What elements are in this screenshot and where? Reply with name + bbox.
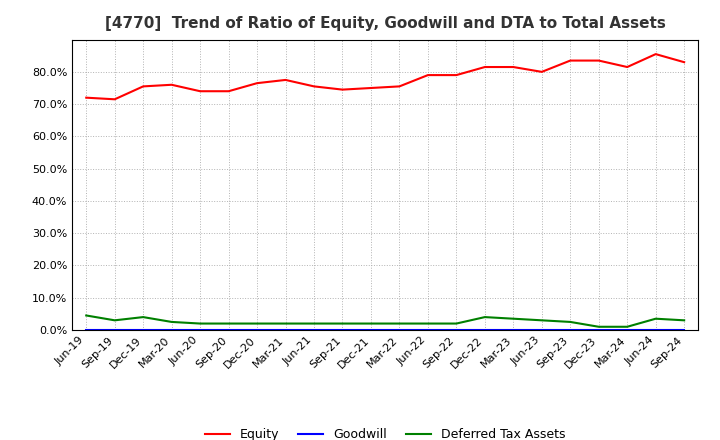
Equity <box>566 58 575 63</box>
Equity <box>652 51 660 57</box>
Deferred Tax Assets <box>196 321 204 326</box>
Equity <box>395 84 404 89</box>
Equity <box>82 95 91 100</box>
Goodwill <box>509 327 518 333</box>
Goodwill <box>196 327 204 333</box>
Deferred Tax Assets <box>253 321 261 326</box>
Deferred Tax Assets <box>509 316 518 321</box>
Goodwill <box>423 327 432 333</box>
Equity <box>110 97 119 102</box>
Equity <box>509 64 518 70</box>
Goodwill <box>253 327 261 333</box>
Goodwill <box>652 327 660 333</box>
Deferred Tax Assets <box>652 316 660 321</box>
Legend: Equity, Goodwill, Deferred Tax Assets: Equity, Goodwill, Deferred Tax Assets <box>200 423 570 440</box>
Goodwill <box>623 327 631 333</box>
Deferred Tax Assets <box>395 321 404 326</box>
Equity <box>480 64 489 70</box>
Deferred Tax Assets <box>480 315 489 320</box>
Deferred Tax Assets <box>537 318 546 323</box>
Deferred Tax Assets <box>452 321 461 326</box>
Equity <box>452 73 461 78</box>
Equity <box>680 59 688 65</box>
Line: Deferred Tax Assets: Deferred Tax Assets <box>86 315 684 327</box>
Equity <box>196 88 204 94</box>
Deferred Tax Assets <box>338 321 347 326</box>
Deferred Tax Assets <box>366 321 375 326</box>
Deferred Tax Assets <box>139 315 148 320</box>
Goodwill <box>366 327 375 333</box>
Equity <box>282 77 290 83</box>
Deferred Tax Assets <box>82 313 91 318</box>
Deferred Tax Assets <box>623 324 631 330</box>
Deferred Tax Assets <box>595 324 603 330</box>
Goodwill <box>82 327 91 333</box>
Equity <box>423 73 432 78</box>
Goodwill <box>452 327 461 333</box>
Deferred Tax Assets <box>110 318 119 323</box>
Equity <box>139 84 148 89</box>
Line: Equity: Equity <box>86 54 684 99</box>
Deferred Tax Assets <box>282 321 290 326</box>
Equity <box>595 58 603 63</box>
Equity <box>225 88 233 94</box>
Equity <box>310 84 318 89</box>
Goodwill <box>595 327 603 333</box>
Title: [4770]  Trend of Ratio of Equity, Goodwill and DTA to Total Assets: [4770] Trend of Ratio of Equity, Goodwil… <box>105 16 665 32</box>
Goodwill <box>139 327 148 333</box>
Goodwill <box>338 327 347 333</box>
Goodwill <box>282 327 290 333</box>
Deferred Tax Assets <box>167 319 176 325</box>
Equity <box>338 87 347 92</box>
Deferred Tax Assets <box>423 321 432 326</box>
Equity <box>623 64 631 70</box>
Equity <box>167 82 176 88</box>
Equity <box>366 85 375 91</box>
Goodwill <box>167 327 176 333</box>
Equity <box>253 81 261 86</box>
Equity <box>537 69 546 74</box>
Deferred Tax Assets <box>310 321 318 326</box>
Goodwill <box>537 327 546 333</box>
Goodwill <box>566 327 575 333</box>
Goodwill <box>225 327 233 333</box>
Deferred Tax Assets <box>680 318 688 323</box>
Deferred Tax Assets <box>225 321 233 326</box>
Goodwill <box>480 327 489 333</box>
Goodwill <box>110 327 119 333</box>
Goodwill <box>310 327 318 333</box>
Goodwill <box>680 327 688 333</box>
Goodwill <box>395 327 404 333</box>
Deferred Tax Assets <box>566 319 575 325</box>
